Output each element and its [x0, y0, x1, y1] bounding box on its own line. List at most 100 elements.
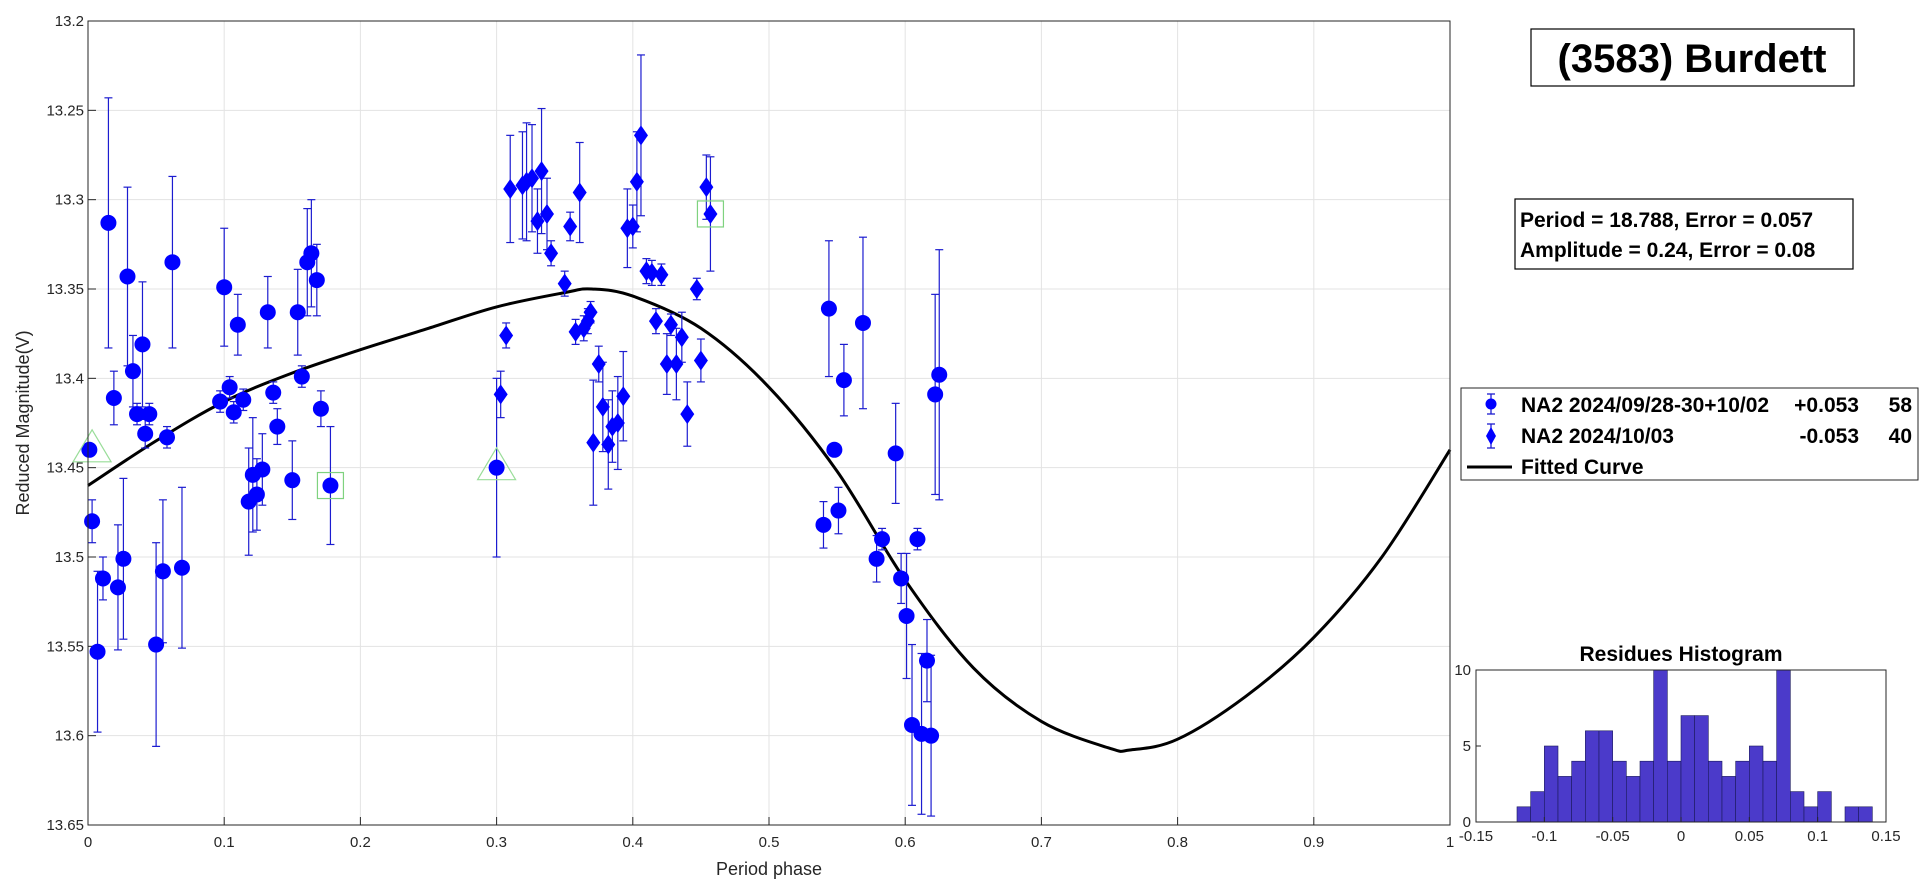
fitted-curve: [87, 287, 1452, 753]
circle-point: [94, 570, 111, 587]
histogram-bar: [1653, 669, 1668, 823]
main-plot-frame: [87, 20, 1451, 826]
circle-point: [293, 368, 310, 385]
square-marker: [696, 200, 725, 228]
circle-point: [216, 279, 233, 296]
circle-point: [289, 304, 306, 321]
triangle-marker: [476, 446, 517, 481]
info-box: Period = 18.788, Error = 0.057 Amplitude…: [1514, 198, 1854, 270]
x-tick-label: 0.5: [759, 834, 780, 851]
circle-point: [322, 477, 339, 494]
x-tick-label: 0.6: [895, 834, 916, 851]
circle-point: [284, 472, 301, 489]
diamond-point: [563, 216, 578, 237]
diamond-point: [669, 354, 684, 375]
histogram-bar: [1776, 669, 1791, 823]
circle-point: [221, 379, 238, 396]
diamond-point: [503, 178, 518, 199]
x-tick-label: 0.1: [214, 834, 235, 851]
residues-histogram: Residues Histogram -0.15 -0.1 -0.05 0 0.05 0.…: [1454, 643, 1900, 845]
circle-point: [105, 389, 122, 406]
histogram-bar: [1667, 760, 1682, 823]
diamond-point: [663, 314, 678, 335]
main-grid: [87, 20, 1451, 826]
y-tick-label: 13.5: [55, 549, 84, 566]
circle-point: [235, 391, 252, 408]
title-box-frame: [1530, 28, 1855, 87]
circle-point: [308, 272, 325, 289]
diamond-point: [493, 384, 508, 405]
histogram-bar: [1571, 760, 1586, 823]
histogram-bar: [1790, 791, 1805, 823]
diamond-point: [625, 216, 640, 237]
legend-circle-marker: [1485, 398, 1497, 410]
circle-point: [212, 393, 229, 410]
legend-label-3: Fitted Curve: [1521, 456, 1644, 479]
circle-point: [248, 486, 265, 503]
diamond-point: [680, 404, 695, 425]
circle-point: [124, 363, 141, 380]
y-tick-label: 13.3: [55, 192, 84, 209]
legend-label-1: NA2 2024/09/28-30+10/02: [1521, 394, 1769, 417]
histogram-bar: [1762, 760, 1777, 823]
histogram-bars: [1516, 669, 1873, 823]
diamond-point: [674, 327, 689, 348]
histogram-title: Residues Histogram: [1579, 643, 1782, 666]
histogram-bar: [1530, 791, 1545, 823]
y-tick-labels: 13.2 13.25 13.3 13.35 13.4 13.45 13.5 13.55 13.6…: [46, 13, 84, 834]
histogram-bar: [1721, 776, 1736, 823]
circle-point: [254, 461, 271, 478]
circle-point: [868, 550, 885, 567]
circle-point: [148, 636, 165, 653]
y-tick-label: 13.2: [55, 13, 84, 30]
diamond-point: [544, 243, 559, 264]
y-tick-label: 13.4: [55, 370, 84, 387]
circle-point: [259, 304, 276, 321]
circle-point: [909, 531, 926, 548]
legend-diamond-marker: [1486, 427, 1496, 445]
circle-point: [826, 441, 843, 458]
y-tick-label: 13.55: [46, 638, 84, 655]
diamond-point: [534, 161, 549, 182]
legend-count-1: 58: [1889, 394, 1913, 417]
histogram-bar: [1803, 806, 1818, 823]
circle-point: [898, 607, 915, 624]
legend-entry-diamond: NA2 2024/10/03 -0.053 40: [1486, 423, 1912, 449]
circle-point: [225, 404, 242, 421]
circle-point: [854, 314, 871, 331]
diamond-point: [591, 354, 606, 375]
diamond-point: [693, 350, 708, 371]
circle-point: [89, 643, 106, 660]
histogram-bar: [1585, 730, 1600, 823]
y-tick-label: 13.65: [46, 817, 84, 834]
legend-label-2: NA2 2024/10/03: [1521, 425, 1674, 448]
y-tick-label: 13.35: [46, 281, 84, 298]
x-tick-labels: 0 0.1 0.2 0.3 0.4 0.5 0.6 0.7 0.8 0.9 1: [84, 834, 1454, 851]
main-plot: 0 0.1 0.2 0.3 0.4 0.5 0.6 0.7 0.8 0.9 1 13.213.251…: [13, 13, 1454, 879]
diamond-point: [610, 413, 625, 433]
histogram-bar: [1735, 760, 1750, 823]
x-tick-label: 0.4: [622, 834, 643, 851]
circle-point: [835, 372, 852, 389]
histogram-bar: [1749, 745, 1764, 823]
x-tick-label: 0.9: [1303, 834, 1324, 851]
circle-point: [137, 425, 154, 442]
x-tick-label: 0.7: [1031, 834, 1052, 851]
diamond-point: [499, 325, 514, 346]
circle-point: [830, 502, 847, 519]
circle-point: [81, 441, 98, 458]
histogram-bar: [1544, 745, 1559, 823]
special-markers: [72, 200, 725, 500]
x-tick-label: 0.2: [350, 834, 371, 851]
histogram-x-tick-label: 0.15: [1871, 828, 1900, 845]
circle-point: [141, 406, 158, 423]
x-tick-label: 0.8: [1167, 834, 1188, 851]
legend-frame: [1460, 387, 1919, 481]
histogram-x-tick-label: -0.1: [1531, 828, 1557, 845]
x-tick-label: 0.3: [486, 834, 507, 851]
circle-point: [164, 254, 181, 271]
diamond-point: [703, 203, 718, 224]
circle-point: [893, 570, 910, 587]
histogram-bar: [1680, 715, 1695, 823]
x-tick-label: 0: [84, 834, 92, 851]
